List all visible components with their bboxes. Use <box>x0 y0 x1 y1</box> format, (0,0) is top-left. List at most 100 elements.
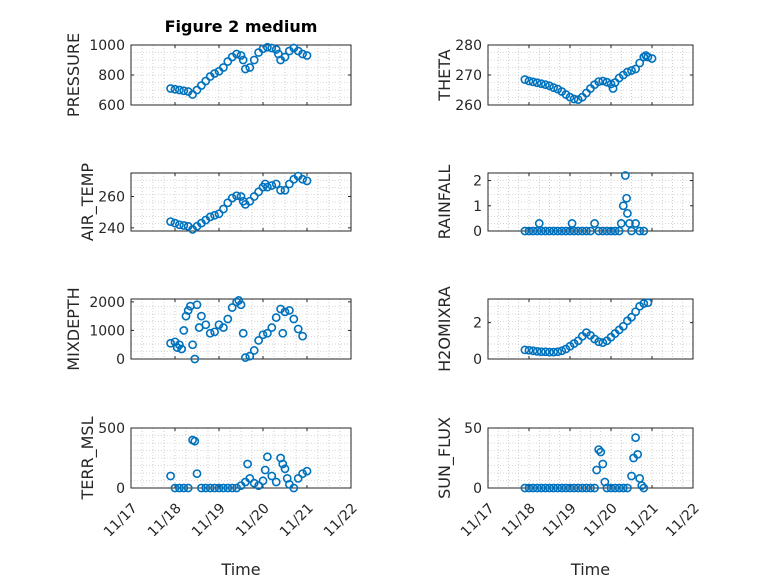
data-point <box>528 346 538 356</box>
data-point <box>623 483 632 493</box>
data-point <box>524 76 534 86</box>
y-tick-label: 50 <box>464 421 482 437</box>
data-point <box>577 483 587 493</box>
data-point <box>557 226 567 236</box>
x-tick-label: 11/19 <box>189 500 229 540</box>
data-point <box>536 79 546 89</box>
data-point <box>524 483 534 493</box>
data-point <box>532 226 542 236</box>
data-point <box>528 226 538 236</box>
data-point <box>179 326 189 335</box>
data-point <box>569 94 579 104</box>
data-point <box>610 483 620 493</box>
data-point <box>635 226 645 236</box>
data-point <box>227 303 237 312</box>
x-tick-label: 11/21 <box>277 500 317 540</box>
data-point <box>234 296 244 305</box>
data-point <box>289 314 299 324</box>
data-point <box>190 354 200 364</box>
panel-rainfall: 0 1 2 RAINFALL <box>435 165 694 240</box>
data-point <box>606 483 616 493</box>
y-tick-label: 0 <box>473 224 482 240</box>
data-point <box>302 51 312 60</box>
data-point <box>643 298 653 308</box>
data-point <box>553 226 563 236</box>
data-point <box>267 181 277 190</box>
data-point <box>278 328 288 338</box>
data-point <box>594 226 604 236</box>
data-point <box>598 76 608 86</box>
chart-title: Figure 2 medium <box>165 17 318 36</box>
data-point <box>590 219 599 228</box>
data-point <box>177 344 186 354</box>
data-point <box>179 483 189 493</box>
data-point <box>565 483 575 493</box>
data-point <box>174 483 184 493</box>
data-point <box>258 476 268 486</box>
data-point <box>573 483 583 493</box>
y-tick-label: 0 <box>116 481 125 497</box>
x-tick-label: 11/18 <box>499 500 539 540</box>
data-point <box>594 445 604 454</box>
data-point <box>232 191 241 201</box>
data-point <box>633 449 643 459</box>
data-point <box>627 66 636 75</box>
data-point <box>232 483 241 493</box>
data-point <box>179 86 189 96</box>
y-tick-label: 0 <box>116 352 125 368</box>
data-point <box>586 226 595 236</box>
data-point <box>618 201 628 211</box>
data-point <box>179 221 189 230</box>
panel-pressure: 600 800 1000 PRESSURE Figure 2 medium <box>64 17 352 117</box>
data-point <box>278 459 288 469</box>
data-point <box>545 81 554 91</box>
data-point <box>205 328 215 338</box>
data-point <box>598 459 608 469</box>
data-point <box>302 176 312 186</box>
data-point <box>596 447 606 457</box>
data-point <box>280 464 290 474</box>
data-point <box>536 483 546 493</box>
data-point <box>618 321 628 331</box>
data-point <box>238 55 248 65</box>
data-point <box>236 192 246 201</box>
data-point <box>298 331 307 341</box>
x-axis-label: Time <box>220 560 260 579</box>
x-tick-label: 11/18 <box>145 500 185 540</box>
data-point <box>262 42 272 52</box>
data-point <box>267 43 277 53</box>
data-point <box>245 351 255 361</box>
data-point <box>625 219 634 228</box>
data-point <box>214 483 224 493</box>
data-point <box>545 483 554 493</box>
y-tick-label: 500 <box>98 421 125 437</box>
data-point <box>236 300 246 310</box>
data-point <box>549 83 558 92</box>
data-point <box>565 226 575 236</box>
data-point <box>174 340 184 350</box>
data-point <box>245 196 255 206</box>
data-point <box>536 226 546 236</box>
x-tick-label: 11/20 <box>581 500 621 540</box>
data-point <box>545 226 554 236</box>
data-point <box>280 185 290 195</box>
data-point <box>201 320 211 330</box>
x-tick-label: 11/22 <box>321 500 361 540</box>
data-point <box>210 69 219 78</box>
y-tick-label: 1 <box>473 199 482 215</box>
data-point <box>174 220 184 230</box>
data-point <box>249 55 259 65</box>
y-axis-label: THETA <box>435 49 454 101</box>
data-point <box>567 219 577 228</box>
y-tick-label: 0 <box>473 481 482 497</box>
data-point <box>631 64 640 74</box>
data-point <box>262 182 272 192</box>
data-point <box>271 45 281 54</box>
data-point <box>639 299 649 308</box>
data-point <box>227 193 237 203</box>
data-point <box>271 179 281 189</box>
data-point <box>267 323 277 332</box>
